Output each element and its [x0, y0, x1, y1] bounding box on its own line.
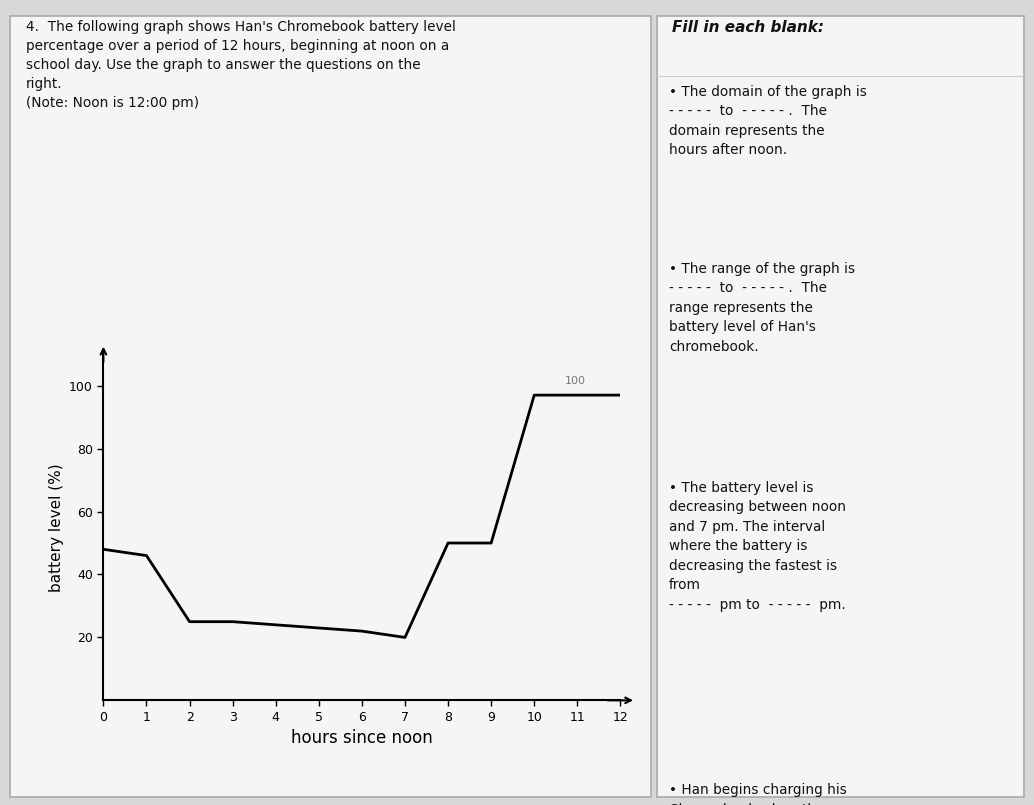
Text: 4.  The following graph shows Han's Chromebook battery level
percentage over a p: 4. The following graph shows Han's Chrom…	[26, 20, 456, 110]
X-axis label: hours since noon: hours since noon	[291, 729, 433, 747]
Text: • The range of the graph is
- - - - -  to  - - - - - .  The
range represents the: • The range of the graph is - - - - - to…	[669, 262, 855, 353]
Text: Fill in each blank:: Fill in each blank:	[672, 20, 824, 35]
FancyBboxPatch shape	[657, 16, 1024, 797]
Text: • The domain of the graph is
- - - - -  to  - - - - - .  The
domain represents t: • The domain of the graph is - - - - - t…	[669, 85, 866, 157]
Y-axis label: battery level (%): battery level (%)	[49, 463, 63, 592]
FancyBboxPatch shape	[10, 16, 651, 797]
Text: 100: 100	[565, 376, 585, 386]
Text: • Han begins charging his
Chromebook when the
battery power gets down
to  - - - : • Han begins charging his Chromebook whe…	[669, 783, 847, 805]
Text: • The battery level is
decreasing between noon
and 7 pm. The interval
where the : • The battery level is decreasing betwee…	[669, 481, 846, 612]
